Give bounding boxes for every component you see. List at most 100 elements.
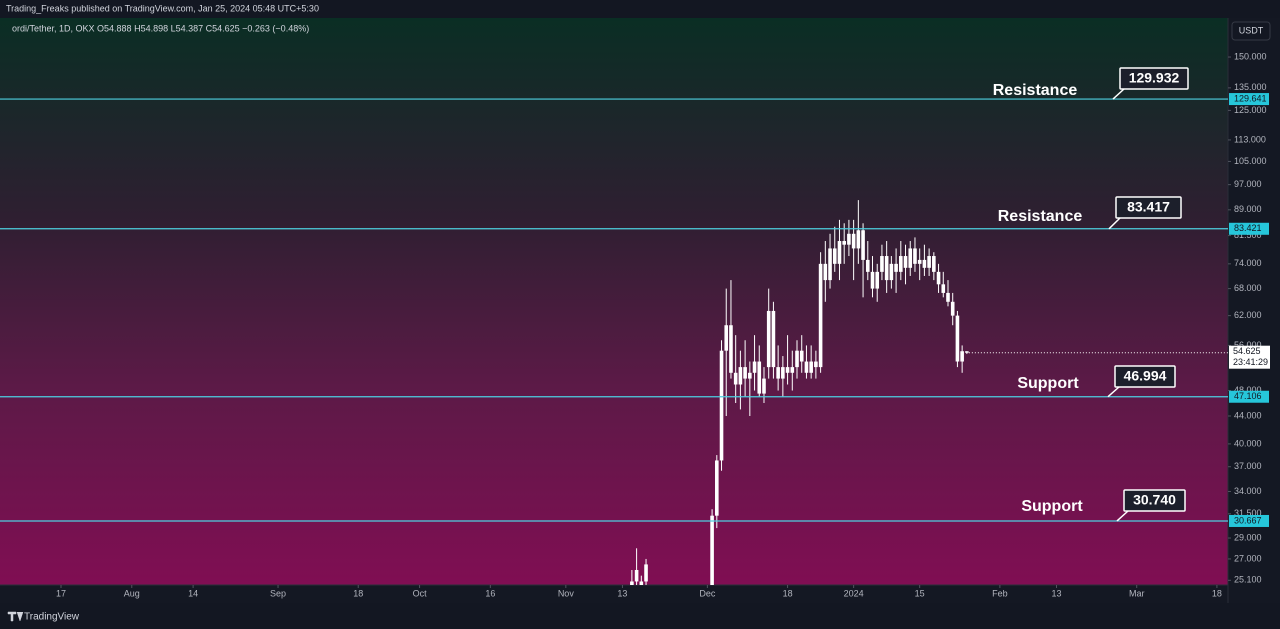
candle-body <box>762 378 766 394</box>
x-tick-label: 16 <box>485 588 495 598</box>
candle-body <box>738 367 743 385</box>
level-label: Support <box>1017 375 1079 392</box>
x-tick-label: Dec <box>699 588 716 598</box>
y-tick-label: 125.000 <box>1234 105 1267 115</box>
last-price-label: 54.625 <box>1233 346 1261 356</box>
x-tick-label: 13 <box>617 588 627 598</box>
candle-body <box>837 241 842 264</box>
x-tick-label: Mar <box>1129 588 1145 598</box>
candle-body <box>880 256 884 272</box>
candle-body <box>832 248 837 264</box>
axis-tag <box>1229 93 1269 106</box>
candle-body <box>644 564 648 582</box>
candle-body <box>950 301 955 316</box>
candle-body <box>875 271 880 289</box>
candle-body <box>795 350 799 368</box>
level-label: Resistance <box>993 82 1078 99</box>
candle-body <box>766 310 771 368</box>
currency-button[interactable] <box>1231 21 1271 41</box>
candle-body <box>899 256 903 272</box>
y-tick-label: 89.000 <box>1234 204 1262 214</box>
x-tick-label: 14 <box>188 588 198 598</box>
candle-body <box>828 248 832 281</box>
candle-body <box>719 350 724 461</box>
candle-body <box>965 351 969 353</box>
candle-body <box>781 367 785 379</box>
candle-body <box>799 350 804 362</box>
footer-brand: TradingView <box>24 612 80 623</box>
candle-body <box>818 263 823 368</box>
y-tick-label: 74.000 <box>1234 258 1262 268</box>
level-label: Support <box>1021 498 1083 515</box>
candle-body <box>941 284 946 293</box>
time-axis <box>0 585 1228 603</box>
x-tick-label: 18 <box>1212 588 1222 598</box>
x-tick-label: 2024 <box>844 588 864 598</box>
candle-body <box>870 271 875 289</box>
candle-body <box>847 233 851 245</box>
y-tick-label: 29.000 <box>1234 532 1262 542</box>
candle-body <box>960 351 964 362</box>
y-tick-label: 81.500 <box>1234 230 1262 240</box>
axis-tag-label: 30.667 <box>1234 515 1262 525</box>
x-tick-label: 15 <box>915 588 925 598</box>
x-tick-label: 18 <box>783 588 793 598</box>
countdown-label: 23:41:29 <box>1233 357 1268 367</box>
candle-body <box>922 259 927 268</box>
x-tick-label: Oct <box>413 588 428 598</box>
y-tick-label: 105.000 <box>1234 156 1267 166</box>
candle-body <box>955 315 960 362</box>
callout-box <box>1115 196 1182 219</box>
callout-value: 30.740 <box>1133 492 1176 508</box>
x-tick-label: Feb <box>992 588 1008 598</box>
candle-body <box>733 372 738 385</box>
y-tick-label: 68.000 <box>1234 283 1262 293</box>
axis-tag-label: 129.641 <box>1234 93 1267 103</box>
logo <box>7 611 24 622</box>
y-tick-label: 27.000 <box>1234 553 1262 563</box>
candle-body <box>946 292 950 302</box>
candle-body <box>790 367 795 373</box>
plot-group <box>630 200 969 585</box>
callout-value: 83.417 <box>1127 199 1170 215</box>
candle-body <box>936 271 941 285</box>
axis-tag-label: 83.421 <box>1234 223 1262 233</box>
plot-area <box>0 18 1228 585</box>
candle-body <box>804 361 809 373</box>
level-label: Resistance <box>998 208 1083 225</box>
candle-body <box>823 263 828 281</box>
symbol-legend: ordi/Tether, 1D, OKX O54.888 H54.898 L54… <box>12 23 309 33</box>
candle-body <box>894 263 898 272</box>
callout-pointer <box>1116 510 1129 522</box>
candle-body <box>932 256 936 272</box>
candle-body <box>889 263 894 281</box>
candle-body <box>743 367 747 379</box>
callout-pointer <box>1108 217 1121 230</box>
candle-body <box>715 460 719 516</box>
candle-body <box>752 361 757 373</box>
x-tick-label: 13 <box>1051 588 1061 598</box>
candle-body <box>639 581 644 585</box>
y-tick-label: 62.000 <box>1234 310 1262 320</box>
candle-body <box>913 248 917 264</box>
currency-label[interactable]: USDT <box>1239 25 1264 35</box>
y-tick-label: 34.000 <box>1234 486 1262 496</box>
y-tick-label: 37.000 <box>1234 461 1262 471</box>
callout-box <box>1114 365 1176 388</box>
x-tick-label: Sep <box>270 588 286 598</box>
candle-body <box>884 256 889 281</box>
candle-body <box>903 256 908 268</box>
axis-tag-label: 47.106 <box>1234 391 1262 401</box>
candle-body <box>917 259 922 264</box>
candle-body <box>757 361 762 394</box>
callout-value: 129.932 <box>1129 70 1180 86</box>
candle-body <box>856 230 861 249</box>
candle-body <box>861 230 865 260</box>
y-tick-label: 135.000 <box>1234 82 1267 92</box>
candle-body <box>814 361 818 368</box>
y-tick-label: 97.000 <box>1234 179 1262 189</box>
axis-tag <box>1229 222 1269 235</box>
candle-body <box>634 569 639 582</box>
